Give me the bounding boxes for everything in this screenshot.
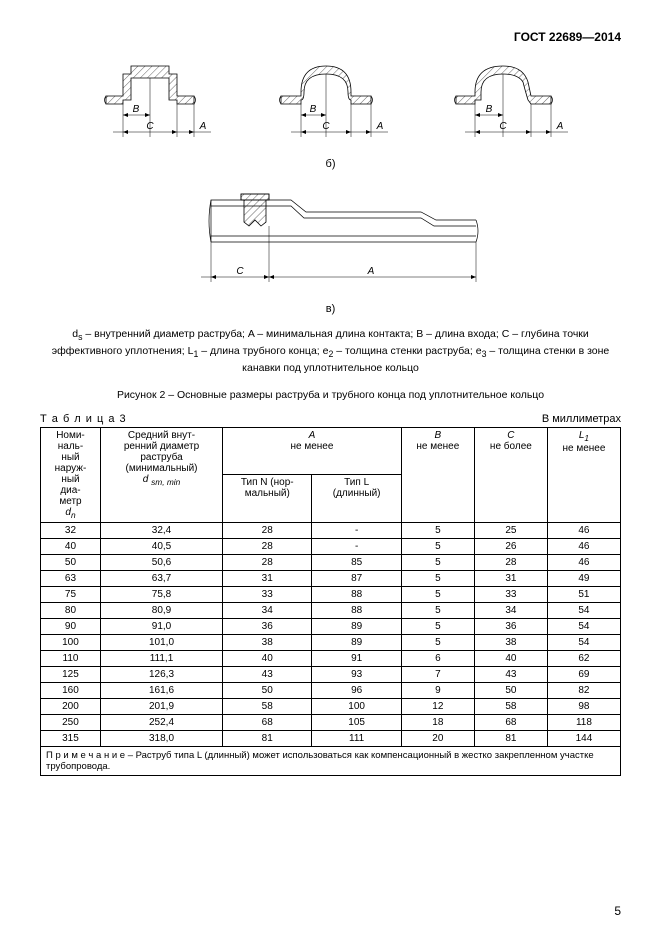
table-units: В миллиметрах: [542, 413, 621, 425]
th-c: C не более: [474, 427, 547, 522]
table-row: 3232,428-52546: [41, 522, 621, 538]
label-b: B: [132, 104, 139, 115]
table-row: 110111,1409164062: [41, 650, 621, 666]
svg-text:B: B: [485, 104, 492, 115]
label-a: A: [198, 121, 206, 132]
svg-text:C: C: [236, 266, 244, 277]
table-row: 250252,4681051868118: [41, 714, 621, 730]
table-row: 9091,0368953654: [41, 618, 621, 634]
th-dsm: Средний внут- ренний диаметр раструба (м…: [100, 427, 222, 522]
svg-text:B: B: [309, 104, 316, 115]
label-c: C: [146, 121, 154, 132]
figure-b2: B C A: [256, 52, 406, 152]
th-b: B не менее: [401, 427, 474, 522]
table-row: 5050,6288552846: [41, 554, 621, 570]
th-type-l: Тип L (длинный): [312, 475, 401, 523]
th-dn: Номи- наль- ный наруж- ный диа- метр dn: [41, 427, 101, 522]
document-header: ГОСТ 22689—2014: [40, 30, 621, 44]
table-row: 8080,9348853454: [41, 602, 621, 618]
svg-text:C: C: [322, 121, 330, 132]
figure-caption: Рисунок 2 – Основные размеры раструба и …: [40, 389, 621, 401]
figure-row-b: B C A B C: [40, 52, 621, 152]
figure-b3: B C A: [431, 52, 581, 152]
table-row: 315318,0811112081144: [41, 730, 621, 746]
legend-text: ds – внутренний диаметр раструба; A – ми…: [40, 327, 621, 375]
svg-text:A: A: [375, 121, 383, 132]
table-row: 100101,0388953854: [41, 634, 621, 650]
table-row: 7575,8338853351: [41, 586, 621, 602]
svg-text:C: C: [499, 121, 507, 132]
table-row: 200201,958100125898: [41, 698, 621, 714]
svg-text:A: A: [555, 121, 563, 132]
table-row: 160161,6509695082: [41, 682, 621, 698]
dimensions-table: Номи- наль- ный наруж- ный диа- метр dn …: [40, 427, 621, 776]
th-l1: L1 не менее: [547, 427, 620, 522]
th-type-n: Тип N (нор- мальный): [223, 475, 312, 523]
sublabel-b: б): [40, 158, 621, 170]
table-note: П р и м е ч а н и е – Раструб типа L (дл…: [41, 746, 621, 775]
figure-b1: B C A: [81, 52, 231, 152]
table-row: 125126,3439374369: [41, 666, 621, 682]
page-number: 5: [614, 904, 621, 918]
th-a: A не менее: [223, 427, 402, 475]
figure-v: C A: [40, 182, 621, 297]
sublabel-v: в): [40, 303, 621, 315]
table-label: Т а б л и ц а 3: [40, 413, 127, 425]
svg-text:A: A: [366, 266, 374, 277]
table-row: 4040,528-52646: [41, 538, 621, 554]
table-row: 6363,7318753149: [41, 570, 621, 586]
